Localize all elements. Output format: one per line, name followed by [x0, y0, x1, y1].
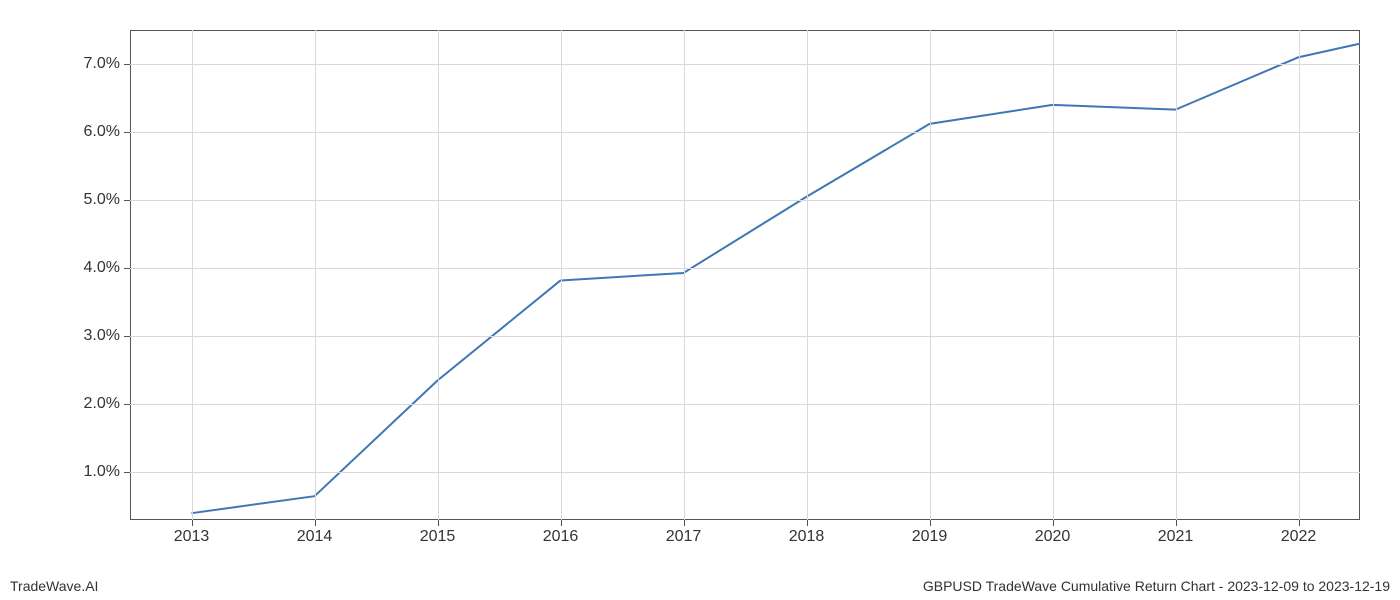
- x-tick-label: 2022: [1281, 520, 1317, 546]
- grid-line-v: [807, 30, 808, 520]
- grid-line-v: [315, 30, 316, 520]
- footer-right-label: GBPUSD TradeWave Cumulative Return Chart…: [923, 578, 1390, 594]
- grid-line-v: [1176, 30, 1177, 520]
- x-tick-label: 2021: [1158, 520, 1194, 546]
- y-tick-label: 7.0%: [84, 55, 130, 73]
- x-tick-label: 2019: [912, 520, 948, 546]
- plot-area: 1.0%2.0%3.0%4.0%5.0%6.0%7.0%201320142015…: [130, 30, 1360, 520]
- y-tick-label: 2.0%: [84, 395, 130, 413]
- x-tick-label: 2020: [1035, 520, 1071, 546]
- y-tick-label: 6.0%: [84, 123, 130, 141]
- x-tick-label: 2018: [789, 520, 825, 546]
- grid-line-v: [1053, 30, 1054, 520]
- grid-line-v: [684, 30, 685, 520]
- x-tick-label: 2015: [420, 520, 456, 546]
- grid-line-v: [192, 30, 193, 520]
- x-tick-label: 2014: [297, 520, 333, 546]
- x-tick-label: 2016: [543, 520, 579, 546]
- footer-left-label: TradeWave.AI: [10, 578, 98, 594]
- grid-line-v: [561, 30, 562, 520]
- y-tick-label: 5.0%: [84, 191, 130, 209]
- y-tick-label: 4.0%: [84, 259, 130, 277]
- x-tick-label: 2017: [666, 520, 702, 546]
- series-line-cumulative-return: [192, 44, 1361, 514]
- x-tick-label: 2013: [174, 520, 210, 546]
- y-tick-label: 3.0%: [84, 327, 130, 345]
- grid-line-v: [438, 30, 439, 520]
- chart-container: 1.0% 2.0% 3.0% 4.0% 5.0% 6.0% 7.0% 2013 2014 2015…: [0, 0, 1400, 600]
- grid-line-v: [1299, 30, 1300, 520]
- grid-line-v: [930, 30, 931, 520]
- y-tick-label: 1.0%: [84, 463, 130, 481]
